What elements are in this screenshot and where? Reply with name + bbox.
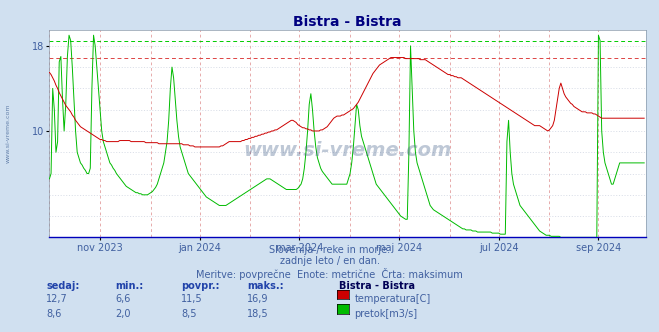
Text: 16,9: 16,9 (247, 294, 269, 304)
Text: 2,0: 2,0 (115, 309, 131, 319)
Text: 12,7: 12,7 (46, 294, 68, 304)
Text: pretok[m3/s]: pretok[m3/s] (355, 309, 418, 319)
Title: Bistra - Bistra: Bistra - Bistra (293, 15, 402, 29)
Text: 8,5: 8,5 (181, 309, 197, 319)
Text: zadnje leto / en dan.: zadnje leto / en dan. (279, 256, 380, 266)
Text: temperatura[C]: temperatura[C] (355, 294, 431, 304)
Text: povpr.:: povpr.: (181, 281, 219, 290)
Text: 11,5: 11,5 (181, 294, 203, 304)
Text: Slovenija / reke in morje.: Slovenija / reke in morje. (269, 245, 390, 255)
Text: Bistra - Bistra: Bistra - Bistra (339, 281, 415, 290)
Text: Meritve: povprečne  Enote: metrične  Črta: maksimum: Meritve: povprečne Enote: metrične Črta:… (196, 268, 463, 280)
Text: min.:: min.: (115, 281, 144, 290)
Text: 6,6: 6,6 (115, 294, 130, 304)
Text: www.si-vreme.com: www.si-vreme.com (5, 103, 11, 163)
Text: www.si-vreme.com: www.si-vreme.com (243, 141, 452, 160)
Text: 18,5: 18,5 (247, 309, 269, 319)
Text: sedaj:: sedaj: (46, 281, 80, 290)
Text: maks.:: maks.: (247, 281, 284, 290)
Text: 8,6: 8,6 (46, 309, 61, 319)
